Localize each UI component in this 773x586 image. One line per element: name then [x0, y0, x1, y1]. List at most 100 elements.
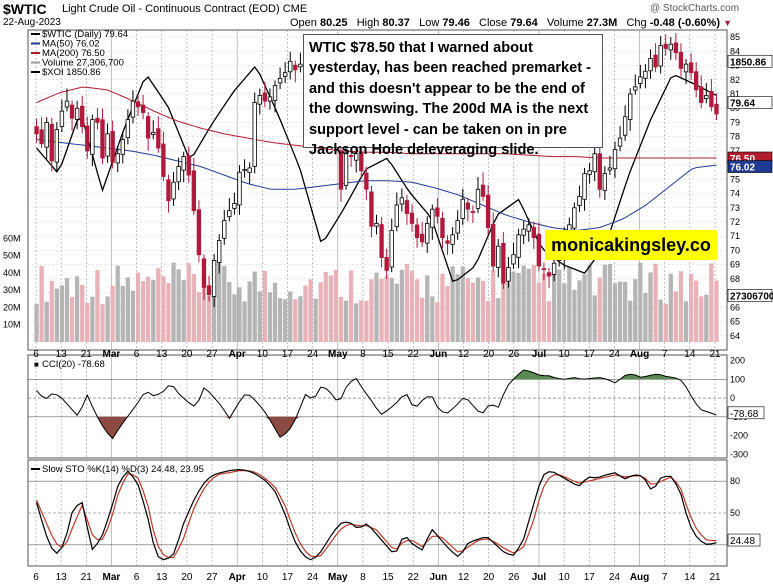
sto-d-line: [35, 470, 717, 559]
x-tick-label: 15: [383, 349, 395, 360]
volume-bar: [460, 266, 465, 342]
candle: [541, 268, 547, 271]
candle: [577, 195, 582, 206]
volume-bar: [323, 271, 328, 342]
x-tick-label: 7: [662, 349, 668, 360]
low-value: 79.46: [442, 17, 470, 29]
volume-bar: [384, 276, 389, 342]
volume-bar: [120, 286, 125, 342]
x-tick-label: 6: [33, 572, 39, 583]
candle: [693, 71, 699, 91]
x-tick-label: 20: [181, 349, 193, 360]
x-tick-label: 8: [360, 572, 366, 583]
volume-bar: [633, 279, 638, 342]
volume-bar: [176, 269, 181, 342]
price-legend-entry: MA(200) 76.50: [42, 48, 105, 59]
volume-bar: [161, 276, 166, 342]
volume-bar: [572, 289, 577, 342]
candle: [572, 207, 577, 229]
volume-bar: [622, 281, 628, 342]
website-highlight: monicakingsley.co: [545, 230, 717, 260]
x-tick-label: 21: [709, 349, 721, 360]
cci-legend: CCI(20) -78.68: [42, 359, 105, 370]
price-axis-label: 71: [730, 231, 740, 241]
x-tick-label: 21: [81, 349, 93, 360]
volume-bar: [653, 263, 658, 342]
x-tick-label: Apr: [229, 572, 246, 583]
x-tick-label: 13: [56, 572, 68, 583]
volume-bar: [54, 288, 59, 342]
candle: [39, 129, 44, 145]
candle: [95, 117, 100, 123]
volume-axis-label: 20M: [3, 302, 21, 312]
volume-bar: [389, 277, 394, 342]
sto-value-label: 24.48: [730, 536, 755, 547]
candle: [465, 202, 471, 210]
high-value: 80.37: [382, 17, 410, 29]
x-tick-label: 6: [33, 349, 39, 360]
candle: [232, 203, 237, 209]
volume-bar: [222, 265, 227, 342]
chart-symbol: $WTIC: [3, 1, 47, 17]
volume-bar: [95, 270, 100, 342]
volume-bar: [74, 276, 80, 342]
candle: [369, 191, 374, 227]
volume-bar: [354, 303, 359, 342]
x-tick-label: 17: [282, 572, 294, 583]
price-marker-label: 79.64: [730, 99, 755, 110]
candle: [546, 272, 552, 277]
volume-bar: [171, 262, 176, 342]
candle: [704, 95, 709, 100]
volume-bar: [541, 273, 547, 342]
ma200-line: [36, 86, 717, 159]
candle: [59, 110, 65, 127]
candle: [100, 119, 105, 159]
volume-bar: [699, 296, 704, 342]
candle: [511, 254, 516, 265]
cci-oversold-fill: [36, 416, 717, 439]
candle: [74, 107, 80, 120]
x-tick-label: 26: [508, 349, 520, 360]
candle: [678, 51, 684, 69]
x-tick-label: 24: [307, 572, 319, 583]
volume-axis-label: 60M: [3, 233, 21, 243]
volume-bar: [607, 263, 613, 342]
volume-bar: [318, 282, 323, 342]
price-axis-label: 69: [730, 260, 740, 270]
candle: [714, 103, 719, 115]
volume-bar: [262, 271, 268, 342]
candle: [394, 204, 399, 228]
volume-bar: [557, 269, 562, 342]
volume-bar: [516, 272, 521, 342]
volume-bar: [673, 291, 679, 342]
volume-bar: [678, 271, 684, 342]
volume-bar: [450, 266, 455, 342]
sto-axis-label: 80: [730, 476, 740, 486]
volume-bar: [34, 304, 39, 342]
volume-bar: [115, 265, 120, 342]
candle: [653, 54, 658, 68]
price-axis-label: 68: [730, 274, 740, 284]
cci-axis-label: 100: [730, 374, 745, 384]
candle: [521, 228, 526, 236]
x-tick-label: Mar: [103, 572, 121, 583]
volume-bar: [470, 282, 476, 342]
x-tick-label: Aug: [630, 572, 649, 583]
candle: [425, 223, 430, 244]
candle: [282, 72, 288, 77]
candle: [516, 234, 521, 258]
volume-bar: [567, 267, 572, 342]
price-axis-label: 66: [730, 302, 740, 312]
volume-bar: [648, 272, 653, 342]
x-tick-label: 24: [307, 349, 319, 360]
price-axis-label: 84: [730, 46, 740, 56]
candle: [196, 209, 202, 256]
candle: [602, 173, 608, 191]
volume-label: Volume: [546, 17, 584, 29]
volume-bar: [348, 270, 354, 342]
candle: [491, 223, 496, 267]
x-tick-label: 22: [408, 349, 420, 360]
x-tick-label: 22: [408, 572, 420, 583]
candle: [709, 91, 714, 108]
volume-bar: [298, 296, 303, 342]
